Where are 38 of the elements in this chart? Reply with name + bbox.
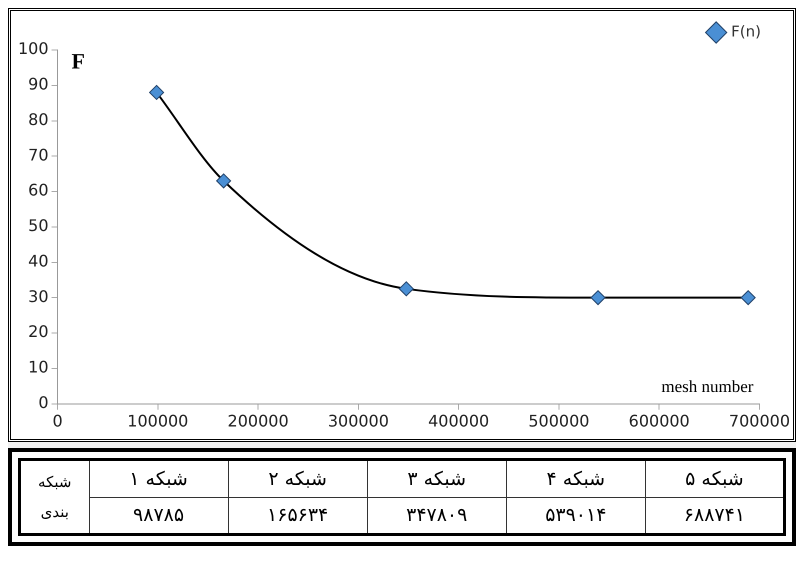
- text: ۹۸۷۸۵: [89, 497, 228, 534]
- x-tick-label: 700000: [728, 412, 790, 431]
- y-tick-label: 80: [28, 110, 49, 129]
- y-tick-label: 20: [28, 322, 49, 342]
- y-tick-label: 10: [28, 358, 49, 377]
- y-axis-title: F: [72, 48, 85, 74]
- x-tick-label: 400000: [428, 412, 490, 431]
- text: شبکه ۵: [645, 460, 784, 497]
- x-axis-title: mesh number: [661, 376, 754, 396]
- x-tick-label: 100000: [127, 412, 188, 431]
- y-tick-label: 30: [28, 286, 49, 306]
- y-tick-label: 0: [38, 392, 49, 412]
- text: ۵۳۹۰۱۴: [506, 497, 646, 534]
- point: [216, 173, 232, 188]
- x-tick-label: 500000: [528, 412, 590, 431]
- text: شبکه ۳: [367, 460, 506, 497]
- x-tick-label: 300000: [328, 412, 389, 431]
- text: ۱۶۵۶۳۴: [228, 497, 368, 534]
- text: ۳۴۷۸۰۹: [367, 497, 506, 534]
- x-tick-label: 0: [52, 412, 63, 431]
- point: [398, 281, 414, 296]
- point: [590, 290, 606, 306]
- y-tick-label: 50: [28, 216, 49, 236]
- y-tick-label: 90: [28, 74, 49, 94]
- y-tick-label: 40: [28, 251, 49, 270]
- text: ۶۸۸۷۴۱: [645, 497, 784, 534]
- y-tick-label: 100: [18, 39, 49, 58]
- point: [740, 290, 756, 306]
- x-tick-label: 200000: [228, 412, 289, 431]
- text: شبکه ۱: [89, 460, 228, 497]
- y-tick-label: 60: [28, 180, 49, 200]
- text: شبکه ۴: [506, 460, 646, 497]
- text: شبکه ۲: [228, 460, 368, 497]
- y-tick-label: 70: [28, 145, 49, 164]
- text: شبکه بندی: [20, 460, 90, 534]
- legend-label: F(n): [731, 22, 762, 40]
- point: [149, 84, 164, 100]
- x-tick-label: 600000: [628, 412, 690, 431]
